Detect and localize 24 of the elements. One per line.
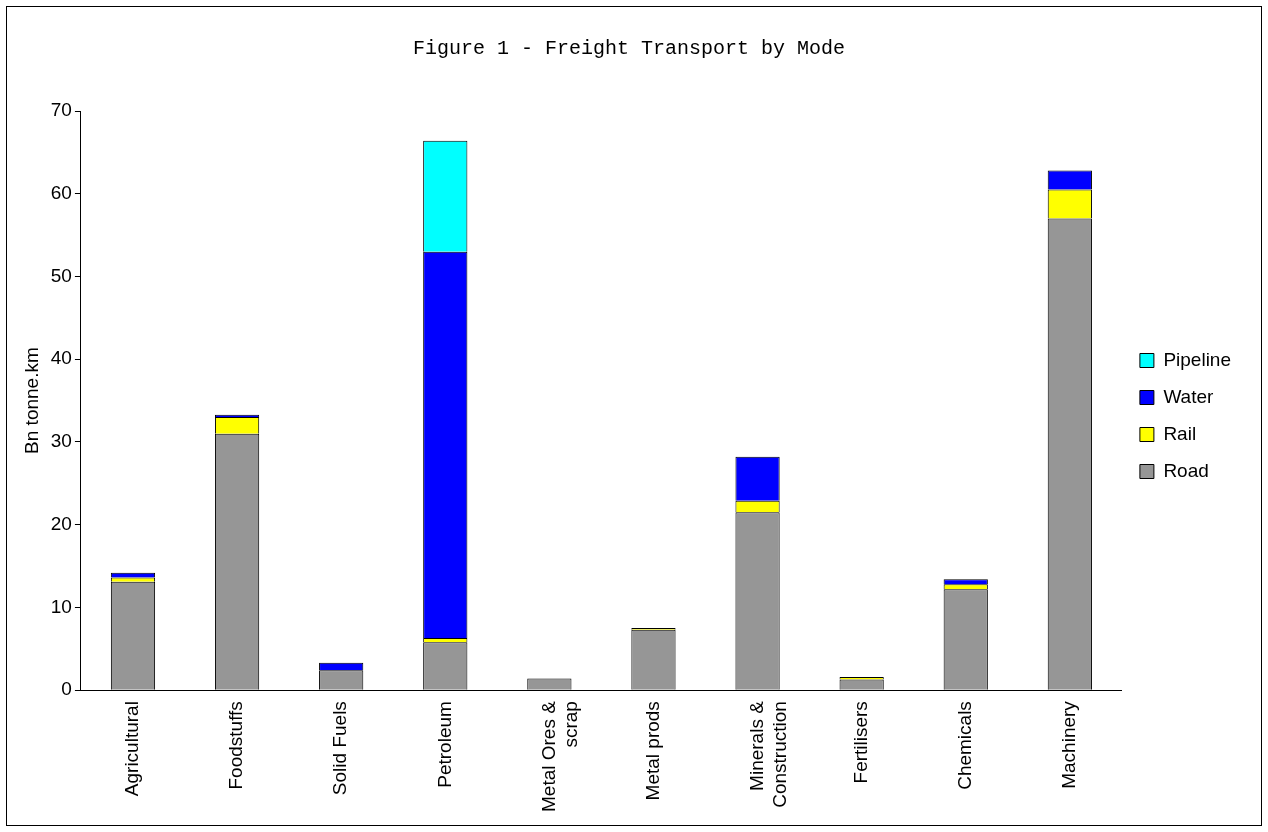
x-tick-label: Metal Ores & scrap [537, 700, 582, 813]
chart-title: Figure 1 - Freight Transport by Mode [412, 37, 846, 61]
x-tick-label: Solid Fuels [329, 701, 351, 796]
x-tick-label: Metal prods [641, 701, 663, 801]
legend-label: Water [1163, 385, 1215, 407]
x-tick-label: Chemicals [953, 701, 975, 790]
y-tick-label: 70 [50, 99, 72, 121]
x-tick-label: Agricultural [121, 701, 143, 797]
legend-label: Pipeline [1163, 348, 1232, 370]
y-tick-label: 20 [50, 512, 72, 534]
y-tick-label: 10 [50, 595, 72, 617]
y-tick-label: 50 [50, 264, 72, 286]
x-tick-label: Minerals & Construction [745, 700, 790, 808]
y-tick-label: 0 [61, 678, 72, 700]
x-tick-label: Foodstuffs [225, 701, 247, 790]
x-tick-label: Machinery [1058, 700, 1080, 789]
legend-label: Rail [1163, 422, 1197, 444]
x-tick-label: Petroleum [433, 701, 455, 788]
y-tick-label: 30 [50, 430, 72, 452]
x-tick-label: Fertilisers [849, 701, 871, 784]
y-axis-title: Bn tonne.km [20, 347, 42, 454]
y-tick-label: 40 [50, 347, 72, 369]
y-tick-label: 60 [50, 181, 72, 203]
legend-label: Road [1163, 459, 1209, 481]
